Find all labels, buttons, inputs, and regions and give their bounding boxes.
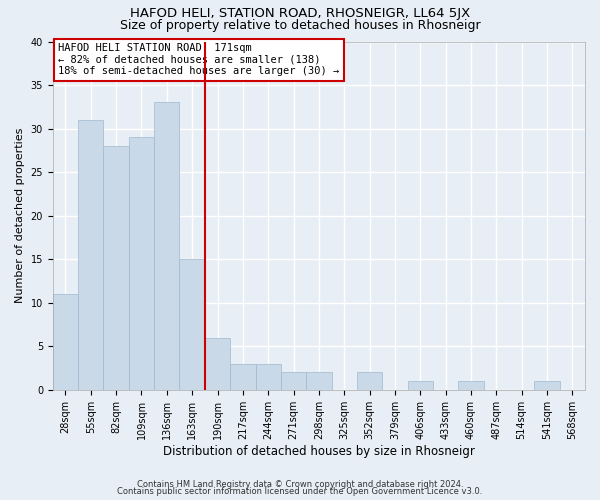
Bar: [230, 364, 256, 390]
Text: Contains public sector information licensed under the Open Government Licence v3: Contains public sector information licen…: [118, 487, 482, 496]
Bar: [407, 381, 433, 390]
Bar: [256, 364, 281, 390]
Bar: [179, 259, 205, 390]
Text: Size of property relative to detached houses in Rhosneigr: Size of property relative to detached ho…: [119, 19, 481, 32]
Bar: [53, 294, 78, 390]
Text: Contains HM Land Registry data © Crown copyright and database right 2024.: Contains HM Land Registry data © Crown c…: [137, 480, 463, 489]
Bar: [357, 372, 382, 390]
Text: HAFOD HELI, STATION ROAD, RHOSNEIGR, LL64 5JX: HAFOD HELI, STATION ROAD, RHOSNEIGR, LL6…: [130, 8, 470, 20]
Bar: [205, 338, 230, 390]
Bar: [154, 102, 179, 390]
Bar: [306, 372, 332, 390]
Text: HAFOD HELI STATION ROAD: 171sqm
← 82% of detached houses are smaller (138)
18% o: HAFOD HELI STATION ROAD: 171sqm ← 82% of…: [58, 43, 340, 76]
Bar: [458, 381, 484, 390]
Bar: [78, 120, 103, 390]
Bar: [535, 381, 560, 390]
Bar: [129, 138, 154, 390]
Bar: [103, 146, 129, 390]
X-axis label: Distribution of detached houses by size in Rhosneigr: Distribution of detached houses by size …: [163, 444, 475, 458]
Y-axis label: Number of detached properties: Number of detached properties: [15, 128, 25, 304]
Bar: [281, 372, 306, 390]
